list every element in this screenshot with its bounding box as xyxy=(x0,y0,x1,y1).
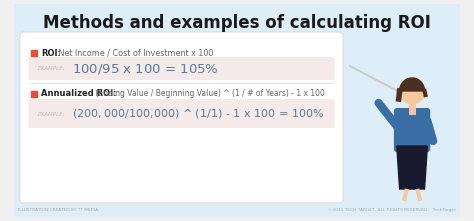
Polygon shape xyxy=(400,78,425,91)
FancyBboxPatch shape xyxy=(20,32,343,203)
Text: ILLUSTRATION CREATED BY TT MEDIA: ILLUSTRATION CREATED BY TT MEDIA xyxy=(18,208,98,212)
Text: ©2021 TECH TARGET, ALL RIGHTS RESERVED    TechTarget: ©2021 TECH TARGET, ALL RIGHTS RESERVED T… xyxy=(328,208,456,212)
Text: ($200,000 / $100,000) ^ (1/1) - 1 x 100 = 100%: ($200,000 / $100,000) ^ (1/1) - 1 x 100 … xyxy=(73,107,325,120)
FancyBboxPatch shape xyxy=(28,99,335,128)
Text: Annualized ROI:: Annualized ROI: xyxy=(41,90,117,99)
Circle shape xyxy=(400,78,425,104)
FancyBboxPatch shape xyxy=(28,57,335,80)
Text: Methods and examples of calculating ROI: Methods and examples of calculating ROI xyxy=(43,14,431,32)
Text: EXAMPLE:: EXAMPLE: xyxy=(38,67,65,72)
Text: EXAMPLE:: EXAMPLE: xyxy=(38,112,65,116)
Text: ROI:: ROI: xyxy=(41,48,61,57)
Text: Net Income / Cost of Investment x 100: Net Income / Cost of Investment x 100 xyxy=(56,48,214,57)
FancyBboxPatch shape xyxy=(394,108,430,152)
Text: $100 / $95 x 100 = 105%: $100 / $95 x 100 = 105% xyxy=(73,62,219,76)
FancyBboxPatch shape xyxy=(14,4,460,217)
Text: (Ending Value / Beginning Value) ^ (1 / # of Years) - 1 x 100: (Ending Value / Beginning Value) ^ (1 / … xyxy=(93,90,325,99)
Polygon shape xyxy=(397,146,428,189)
